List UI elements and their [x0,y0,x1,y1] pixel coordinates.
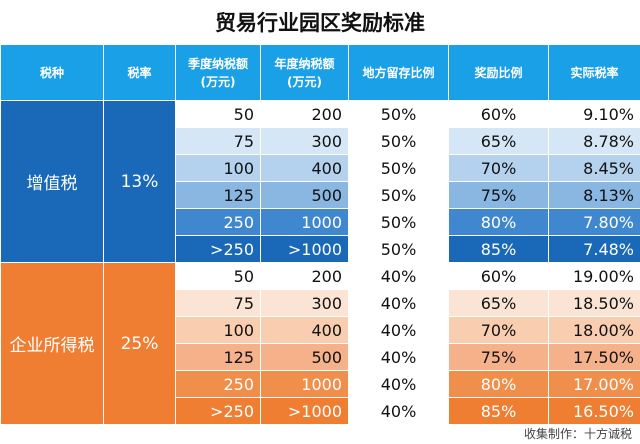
actual-rate-cell: 17.50% [548,343,640,371]
table-row: 125 500 40% 75% 17.50% [1,343,640,371]
quarterly-tax-cell: 50 [175,262,261,290]
reward-ratio-cell: 85% [448,397,549,425]
header-tax-type: 税种 [0,44,104,101]
local-retention-cell: 50% [348,127,449,155]
actual-rate-cell: 8.13% [548,181,640,209]
local-retention-cell: 50% [348,154,449,182]
table-row: 100 400 50% 70% 8.45% [1,154,640,182]
local-retention-cell: 40% [348,289,449,317]
page-title: 贸易行业园区奖励标准 [215,11,425,35]
annual-tax-cell: 300 [260,127,349,155]
annual-tax-cell: 200 [260,262,349,290]
table-row: 125 500 50% 75% 8.13% [1,181,640,209]
header-quarterly-label: 季度纳税额 (万元) [187,56,248,89]
reward-ratio-cell: 80% [448,208,549,236]
annual-tax-cell: 300 [260,289,349,317]
table-row: 企业所得税 25% 50 200 40% 60% 19.00% [0,262,640,425]
reward-ratio-cell: 65% [448,127,549,155]
local-retention-cell: 40% [348,262,449,290]
actual-rate-cell: 18.00% [548,316,640,344]
local-retention-cell: 40% [348,316,449,344]
table-row: 增值税 13% 50 200 50% 60% 9.10% [0,100,640,263]
local-retention-cell: 40% [348,370,449,398]
reward-ratio-cell: 70% [448,316,549,344]
tax-type-cell: 增值税 [0,100,104,263]
header-annual-tax: 年度纳税额 (万元) [260,44,349,101]
local-retention-cell: 40% [348,397,449,425]
reward-ratio-cell: 60% [448,100,549,128]
quarterly-tax-cell: 125 [175,343,261,371]
tax-rate-cell: 25% [103,262,176,425]
tax-type-cell: 企业所得税 [0,262,104,425]
table-row: 250 1000 50% 80% 7.80% [1,208,640,236]
reward-ratio-cell: 80% [448,370,549,398]
actual-rate-cell: 9.10% [548,100,640,128]
quarterly-tax-cell: 100 [175,316,261,344]
header-row: 税种 税率 季度纳税额 (万元) 年度纳税额 (万元) 地方留存比例 奖励比例 … [0,44,640,101]
header-annual-label: 年度纳税额 (万元) [274,56,335,89]
annual-tax-cell: 400 [260,316,349,344]
local-retention-cell: 40% [348,343,449,371]
quarterly-tax-cell: 250 [175,208,261,236]
actual-rate-cell: 7.80% [548,208,640,236]
table-row: >250 >1000 50% 85% 7.48% [1,235,640,263]
local-retention-cell: 50% [348,235,449,263]
local-retention-cell: 50% [348,100,449,128]
quarterly-tax-cell: >250 [175,397,261,425]
table-row: 75 300 40% 65% 18.50% [1,289,640,317]
reward-table: 税种 税率 季度纳税额 (万元) 年度纳税额 (万元) 地方留存比例 奖励比例 … [0,44,640,425]
header-reward-ratio: 奖励比例 [448,44,549,101]
reward-ratio-cell: 65% [448,289,549,317]
header-tax-rate: 税率 [103,44,176,101]
table-row: 75 300 50% 65% 8.78% [1,127,640,155]
actual-rate-cell: 18.50% [548,289,640,317]
tax-rate-cell: 13% [103,100,176,263]
header-actual-rate: 实际税率 [548,44,640,101]
reward-ratio-cell: 60% [448,262,549,290]
local-retention-cell: 50% [348,208,449,236]
annual-tax-cell: 200 [260,100,349,128]
actual-rate-cell: 19.00% [548,262,640,290]
reward-ratio-cell: 75% [448,343,549,371]
actual-rate-cell: 8.78% [548,127,640,155]
reward-ratio-cell: 70% [448,154,549,182]
annual-tax-cell: 400 [260,154,349,182]
quarterly-tax-cell: 125 [175,181,261,209]
annual-tax-cell: 1000 [260,370,349,398]
annual-tax-cell: 500 [260,343,349,371]
actual-rate-cell: 16.50% [548,397,640,425]
table-row: >250 >1000 40% 85% 16.50% [1,397,640,425]
actual-rate-cell: 17.00% [548,370,640,398]
quarterly-tax-cell: 75 [175,127,261,155]
actual-rate-cell: 7.48% [548,235,640,263]
reward-ratio-cell: 75% [448,181,549,209]
credit-footer: 收集制作：十方诚税 [523,427,632,441]
quarterly-tax-cell: 75 [175,289,261,317]
table-row: 100 400 40% 70% 18.00% [1,316,640,344]
annual-tax-cell: 1000 [260,208,349,236]
quarterly-tax-cell: 100 [175,154,261,182]
header-quarterly-tax: 季度纳税额 (万元) [175,44,261,101]
header-local-retention: 地方留存比例 [348,44,449,101]
reward-ratio-cell: 85% [448,235,549,263]
local-retention-cell: 50% [348,181,449,209]
quarterly-tax-cell: 50 [175,100,261,128]
actual-rate-cell: 8.45% [548,154,640,182]
quarterly-tax-cell: >250 [175,235,261,263]
annual-tax-cell: >1000 [260,397,349,425]
annual-tax-cell: 500 [260,181,349,209]
quarterly-tax-cell: 250 [175,370,261,398]
annual-tax-cell: >1000 [260,235,349,263]
